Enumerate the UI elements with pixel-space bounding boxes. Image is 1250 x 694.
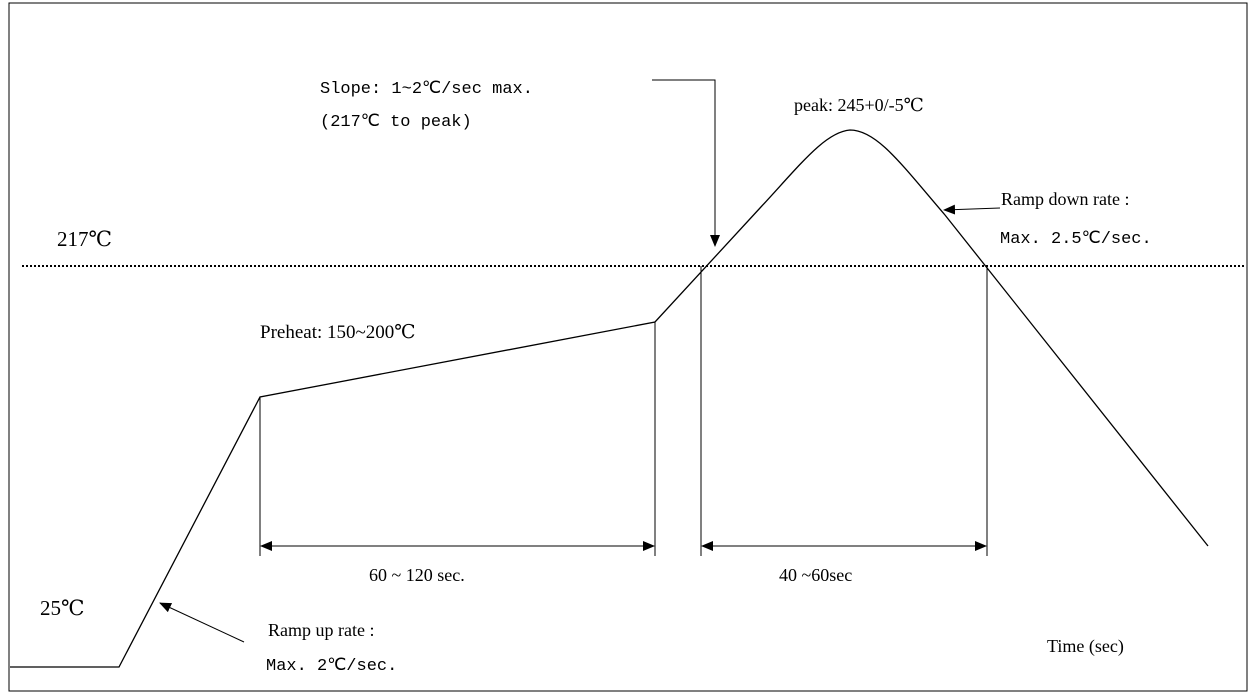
ramp-down-label-line1: Ramp down rate :	[1001, 189, 1129, 209]
preheat-duration-label: 60 ~ 120 sec.	[369, 565, 465, 585]
ramp-down-label-line2: Max. 2.5℃/sec.	[1000, 230, 1152, 249]
ramp-up-pointer	[159, 602, 245, 643]
temperature-profile-curve	[10, 129, 1209, 668]
diagram-frame	[8, 2, 1248, 692]
slope-label-line1: Slope: 1~2℃/sec max.	[320, 80, 533, 99]
temp-25-label: 25℃	[40, 596, 85, 620]
preheat-label: Preheat: 150~200℃	[260, 322, 416, 343]
ramp-up-label-line1: Ramp up rate :	[268, 620, 374, 640]
slope-callout-pointer	[652, 79, 720, 247]
time-axis-label: Time (sec)	[1047, 636, 1124, 657]
temp-217-label: 217℃	[57, 227, 112, 251]
slope-label-line2: (217℃ to peak)	[320, 113, 472, 132]
reflow-duration-label: 40 ~60sec	[779, 565, 852, 585]
peak-label: peak: 245+0/-5℃	[794, 95, 924, 115]
ramp-up-label-line2: Max. 2℃/sec.	[266, 657, 397, 676]
ramp-down-pointer	[943, 204, 1001, 215]
